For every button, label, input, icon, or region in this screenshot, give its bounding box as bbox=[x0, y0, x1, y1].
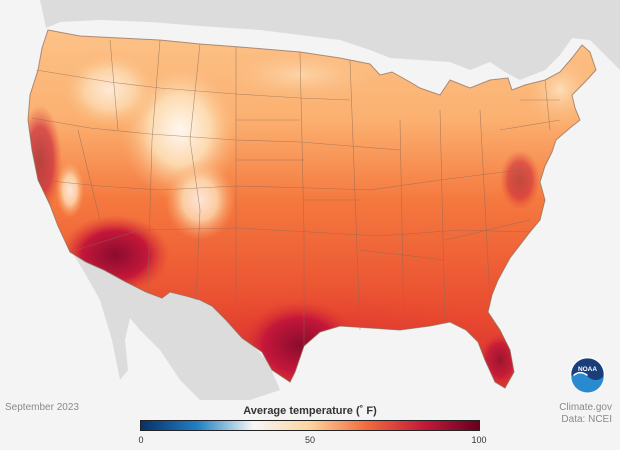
date-label: September 2023 bbox=[5, 402, 79, 413]
source-credit: Climate.gov Data: NCEI bbox=[559, 402, 612, 426]
map-svg bbox=[27, 0, 620, 400]
legend-tick-min: 0 bbox=[138, 435, 144, 445]
noaa-logo-text: NOAA bbox=[578, 366, 597, 373]
legend-tick-mid: 50 bbox=[304, 435, 316, 445]
noaa-logo: NOAA bbox=[569, 356, 606, 393]
us-temperature-field bbox=[28, 30, 596, 388]
canada-landmass bbox=[40, 0, 620, 80]
mexico-landmass bbox=[72, 252, 280, 400]
source-site: Climate.gov bbox=[559, 402, 612, 413]
state-boundaries bbox=[27, 29, 597, 389]
temperature-map bbox=[27, 0, 620, 400]
legend-title: Average temperature (˚ F) bbox=[243, 405, 377, 417]
source-data: Data: NCEI bbox=[561, 414, 612, 425]
legend-colorbar bbox=[140, 420, 480, 431]
legend-tick-max: 100 bbox=[471, 435, 487, 445]
